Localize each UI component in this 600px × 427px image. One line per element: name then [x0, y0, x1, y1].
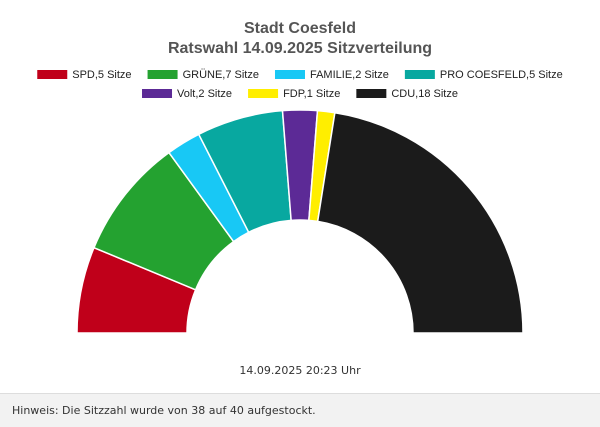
legend-swatch-3	[404, 70, 435, 79]
legend-label-3[interactable]: PRO COESFELD,5 Sitze	[440, 69, 563, 81]
legend-swatch-1	[147, 70, 178, 79]
seat-arc-group	[76, 109, 524, 334]
legend-label-0[interactable]: SPD,5 Sitze	[72, 69, 131, 81]
seat-segment-6[interactable]	[316, 111, 524, 334]
timestamp: 14.09.2025 20:23 Uhr	[239, 364, 361, 377]
legend-swatch-5	[248, 89, 279, 98]
chart-title: Stadt Coesfeld	[244, 20, 356, 37]
legend-swatch-4	[142, 89, 173, 98]
legend-swatch-6	[356, 89, 387, 98]
chart-legend: SPD,5 Sitze GRÜNE,7 Sitze FAMILIE,2 Sitze P…	[37, 69, 563, 100]
legend-label-2[interactable]: FAMILIE,2 Sitze	[310, 69, 389, 81]
note-box: Hinweis: Die Sitzzahl wurde von 38 auf 4…	[0, 393, 600, 427]
note-text: Hinweis: Die Sitzzahl wurde von 38 auf 4…	[12, 404, 316, 417]
legend-label-6[interactable]: CDU,18 Sitze	[391, 88, 458, 100]
chart-subtitle: Ratswahl 14.09.2025 Sitzverteilung	[168, 40, 432, 57]
legend-label-4[interactable]: Volt,2 Sitze	[177, 88, 232, 100]
legend-label-5[interactable]: FDP,1 Sitze	[283, 88, 340, 100]
legend-label-1[interactable]: GRÜNE,7 Sitze	[183, 69, 259, 81]
legend-swatch-2	[274, 70, 305, 79]
legend-swatch-0	[37, 70, 68, 79]
parliament-chart: Stadt Coesfeld Ratswahl 14.09.2025 Sitzv…	[37, 20, 563, 334]
